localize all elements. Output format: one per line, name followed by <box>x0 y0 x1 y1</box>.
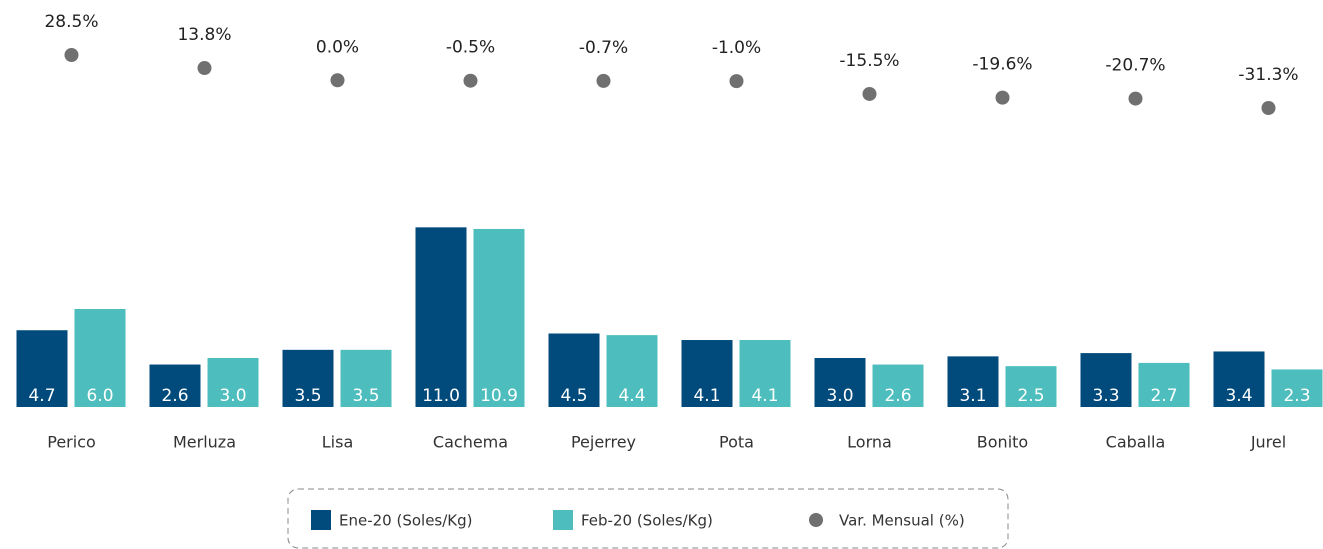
bar <box>340 349 392 407</box>
x-tick-label: Lorna <box>847 433 892 452</box>
bar <box>282 349 334 407</box>
bar-value-label: 3.0 <box>826 386 853 406</box>
x-tick-label: Jurel <box>1250 433 1286 452</box>
x-tick-label: Cachema <box>433 433 508 452</box>
x-tick-label: Bonito <box>977 433 1028 452</box>
bar-value-label: 2.6 <box>884 386 911 406</box>
x-tick-label: Merluza <box>173 433 236 452</box>
bar-value-label: 4.1 <box>693 386 720 406</box>
bar <box>872 364 924 407</box>
bar <box>16 330 68 407</box>
bar-value-label: 11.0 <box>422 386 460 406</box>
legend-swatch <box>809 513 823 527</box>
dot <box>197 61 212 76</box>
bar-value-label: 3.5 <box>294 386 321 406</box>
bar-value-label: 3.1 <box>959 386 986 406</box>
bar-value-label: 2.6 <box>161 386 188 406</box>
legend-label: Feb-20 (Soles/Kg) <box>581 512 713 530</box>
bar-value-label: 2.5 <box>1017 386 1044 406</box>
dot-value-label: -19.6% <box>972 55 1032 75</box>
x-tick-label: Lisa <box>322 433 354 452</box>
dot <box>1128 91 1143 106</box>
bar <box>548 333 600 407</box>
bar <box>814 358 866 407</box>
dot-value-label: -1.0% <box>712 38 761 58</box>
dot-value-label: 0.0% <box>316 37 359 57</box>
legend-label: Var. Mensual (%) <box>839 512 965 530</box>
bar <box>1080 353 1132 407</box>
bar <box>473 228 525 407</box>
dot <box>463 73 478 88</box>
x-tick-label: Perico <box>47 433 96 452</box>
bar-value-label: 2.7 <box>1150 386 1177 406</box>
bar-value-label: 4.5 <box>560 386 587 406</box>
dot <box>862 86 877 101</box>
bar-value-label: 10.9 <box>480 386 518 406</box>
legend-swatch <box>553 510 573 530</box>
bar <box>947 356 999 407</box>
legend-label: Ene-20 (Soles/Kg) <box>339 512 473 530</box>
dot <box>1261 100 1276 115</box>
dot <box>596 73 611 88</box>
bar-value-label: 3.3 <box>1092 386 1119 406</box>
dot-value-label: 13.8% <box>177 25 231 45</box>
x-tick-label: Caballa <box>1106 433 1166 452</box>
dot <box>330 73 345 88</box>
bar <box>1138 362 1190 407</box>
bar-value-label: 4.1 <box>751 386 778 406</box>
bar-value-label: 3.5 <box>352 386 379 406</box>
dot-value-label: -0.7% <box>579 38 628 58</box>
bar <box>1271 369 1323 407</box>
x-tick-label: Pejerrey <box>571 433 636 452</box>
bar <box>415 227 467 407</box>
bar <box>149 364 201 407</box>
dot <box>64 47 79 62</box>
bar-value-label: 2.3 <box>1283 386 1310 406</box>
bar <box>606 335 658 407</box>
bar <box>1005 366 1057 407</box>
bar <box>207 358 259 407</box>
bar-value-label: 3.0 <box>219 386 246 406</box>
bar <box>739 340 791 407</box>
dot-value-label: -15.5% <box>839 51 899 71</box>
bar-value-label: 3.4 <box>1225 386 1252 406</box>
dot <box>995 90 1010 105</box>
dot <box>729 74 744 89</box>
bar <box>1213 351 1265 407</box>
dot-value-label: -20.7% <box>1105 56 1165 76</box>
bar-value-label: 6.0 <box>86 386 113 406</box>
dot-value-label: 28.5% <box>44 12 98 32</box>
legend-swatch <box>311 510 331 530</box>
legend-box <box>287 488 1009 549</box>
dot-value-label: -31.3% <box>1238 65 1298 85</box>
dot-value-label: -0.5% <box>446 38 495 58</box>
bar <box>681 340 733 407</box>
bar <box>74 309 126 407</box>
bar-value-label: 4.7 <box>28 386 55 406</box>
x-tick-label: Pota <box>719 433 754 452</box>
bar-value-label: 4.4 <box>618 386 645 406</box>
